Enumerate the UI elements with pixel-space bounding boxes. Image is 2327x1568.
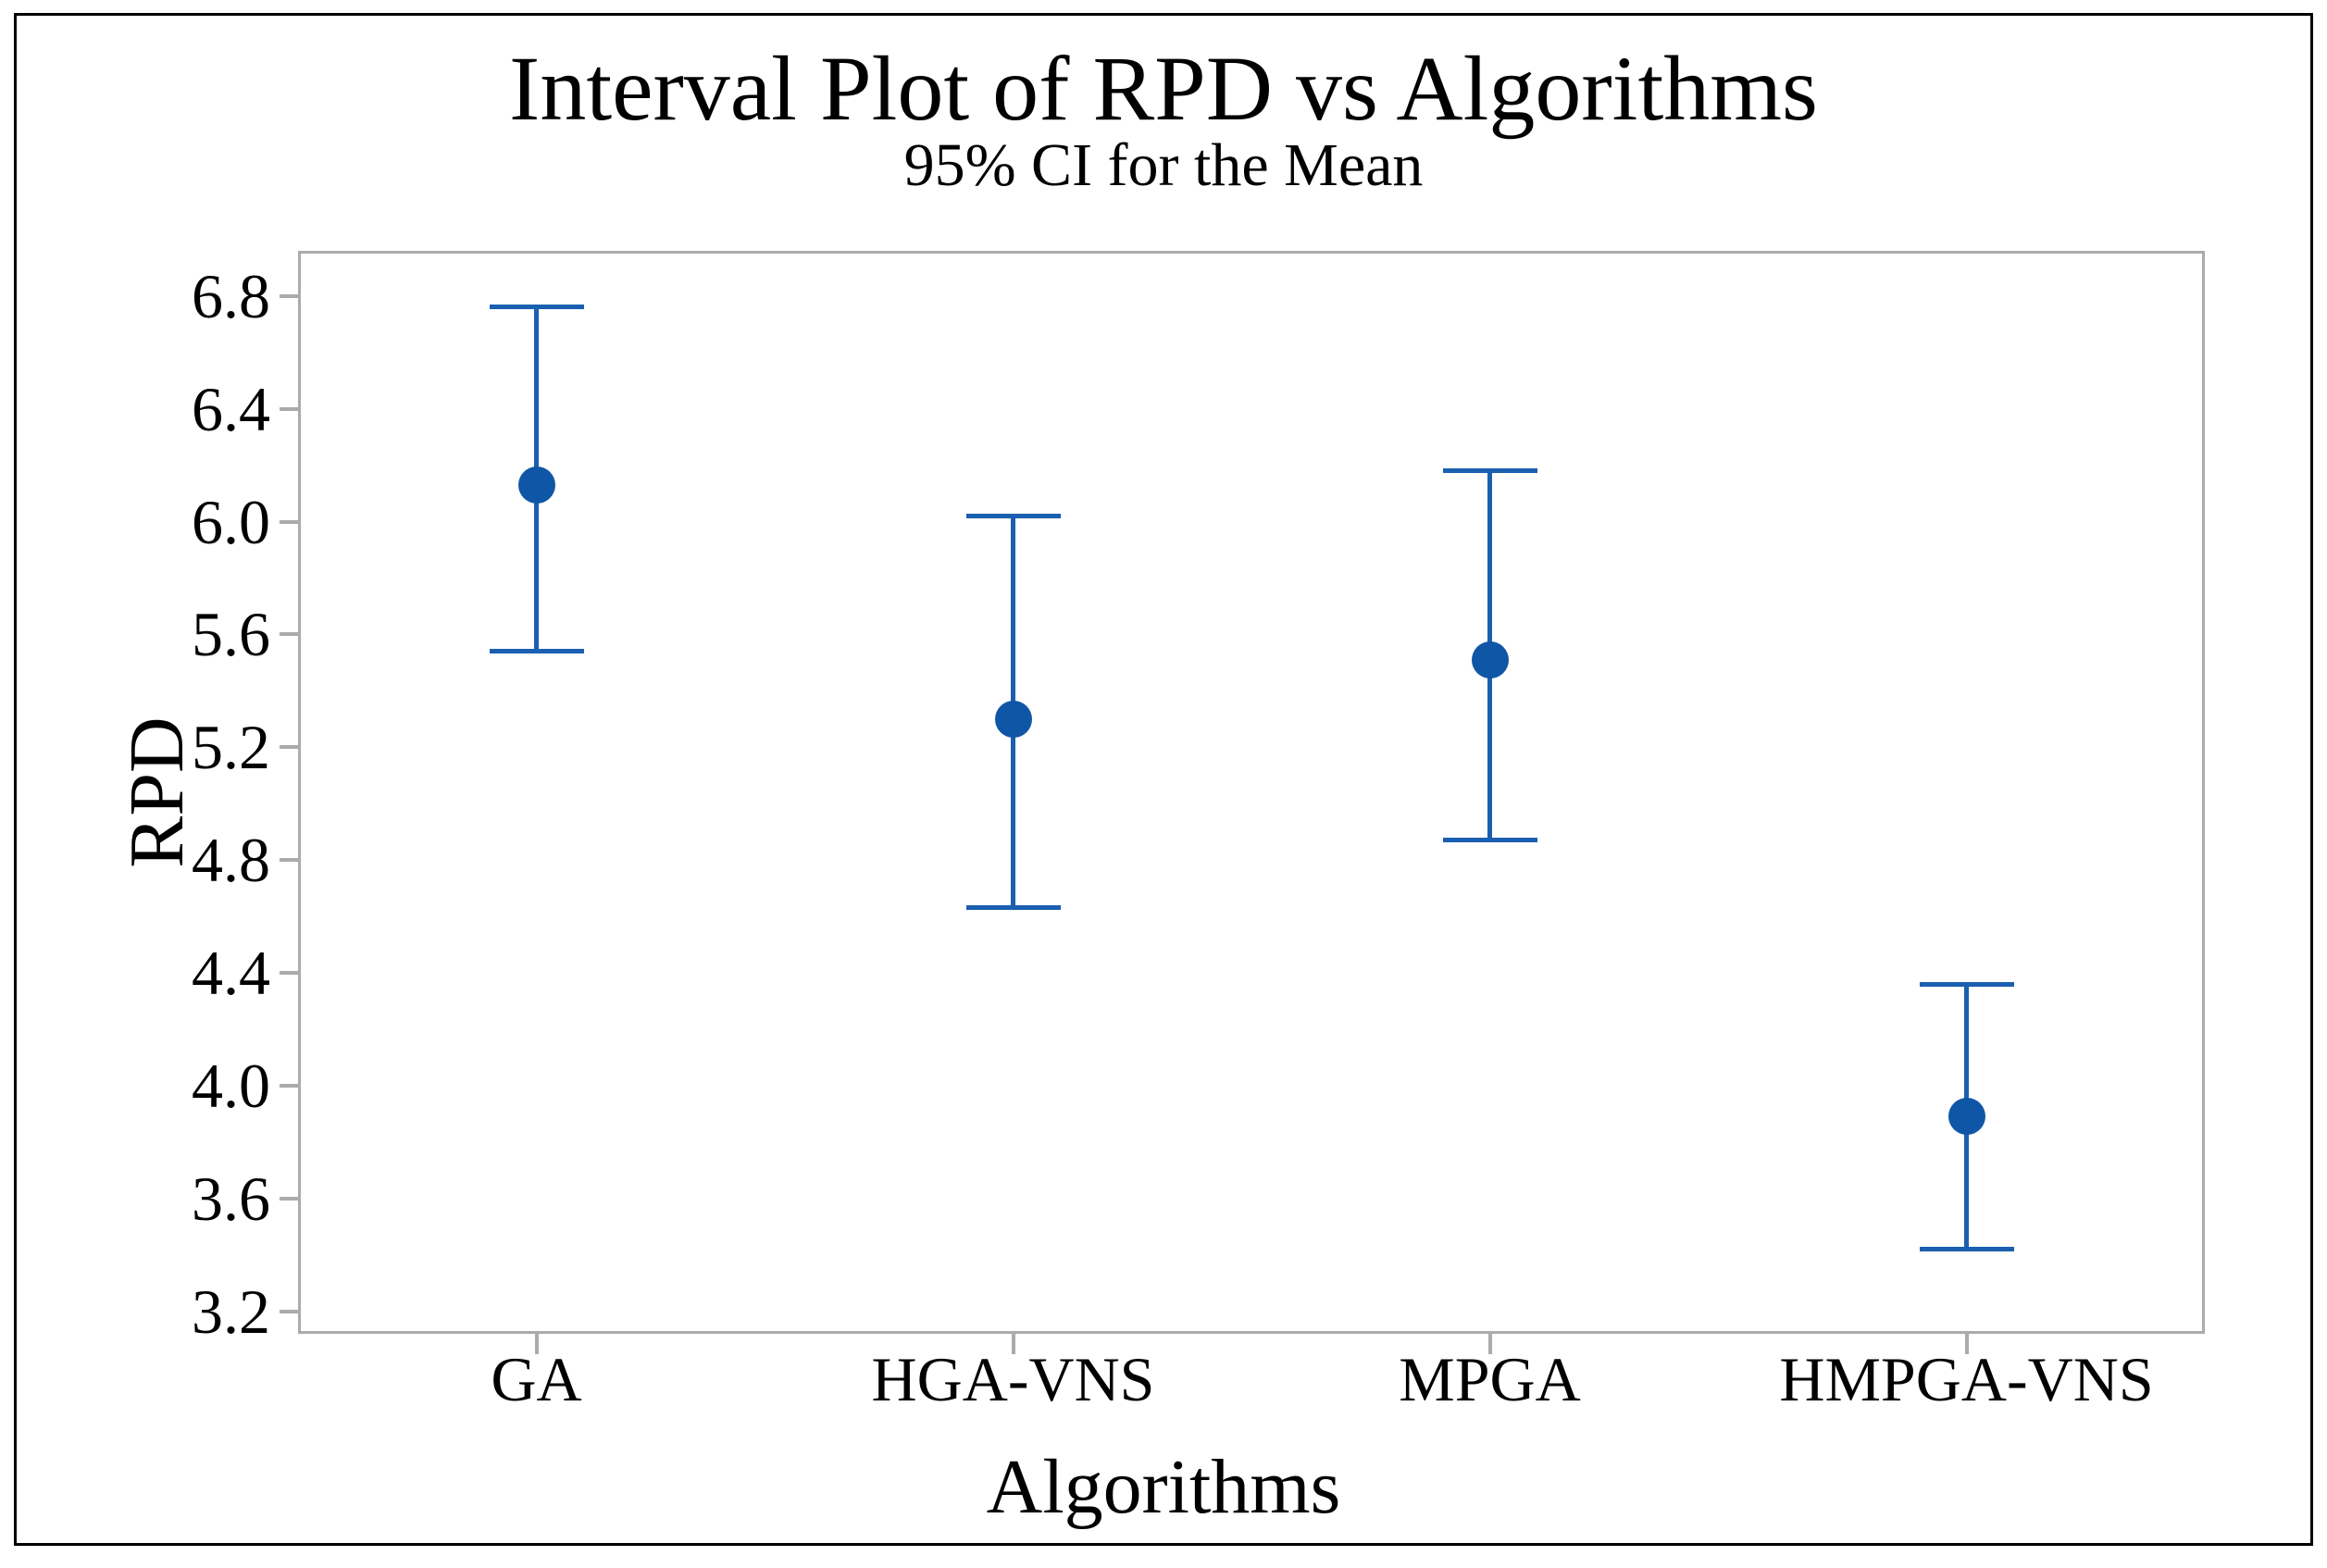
y-tick-label: 4.0 xyxy=(192,1050,270,1121)
y-tick-label: 6.0 xyxy=(192,486,270,557)
x-axis-title: Algorithms xyxy=(986,1444,1341,1530)
chart-title: Interval Plot of RPD vs Algorithms xyxy=(509,37,1818,140)
y-tick-mark xyxy=(280,519,298,524)
y-tick-mark xyxy=(280,1309,298,1313)
x-tick-mark xyxy=(1011,1334,1015,1354)
y-tick-mark xyxy=(280,406,298,411)
ci-lower-cap xyxy=(489,649,584,654)
plot-area xyxy=(298,251,2205,1334)
mean-marker xyxy=(1947,1098,1985,1136)
x-tick-mark xyxy=(1964,1334,1969,1354)
chart-subtitle: 95% CI for the Mean xyxy=(903,131,1424,199)
figure-border xyxy=(14,13,2313,1546)
ci-upper-cap xyxy=(965,513,1061,518)
y-tick-mark xyxy=(280,1083,298,1088)
ci-upper-cap xyxy=(489,305,584,310)
y-tick-label: 6.8 xyxy=(192,260,270,331)
y-tick-label: 5.6 xyxy=(192,599,270,670)
ci-upper-cap xyxy=(1442,468,1537,474)
y-tick-label: 4.8 xyxy=(192,825,270,896)
ci-lower-cap xyxy=(1442,838,1537,843)
x-tick-label: HMPGA-VNS xyxy=(1779,1344,2154,1414)
x-tick-mark xyxy=(1487,1334,1492,1354)
y-tick-mark xyxy=(280,293,298,298)
y-tick-mark xyxy=(280,745,298,750)
y-tick-mark xyxy=(280,1196,298,1201)
y-tick-label: 5.2 xyxy=(192,712,270,783)
mean-marker xyxy=(994,700,1032,738)
y-tick-mark xyxy=(280,858,298,863)
x-tick-label: GA xyxy=(491,1344,582,1414)
y-tick-mark xyxy=(280,632,298,637)
ci-lower-cap xyxy=(965,905,1061,911)
y-tick-label: 4.4 xyxy=(192,938,270,1008)
mean-marker xyxy=(517,466,555,504)
mean-marker xyxy=(1471,641,1509,678)
x-tick-label: MPGA xyxy=(1399,1344,1581,1414)
ci-upper-cap xyxy=(1919,981,2014,987)
x-tick-label: HGA-VNS xyxy=(871,1344,1155,1414)
y-tick-label: 3.6 xyxy=(192,1163,270,1234)
y-tick-label: 3.2 xyxy=(192,1276,270,1347)
ci-lower-cap xyxy=(1919,1247,2014,1252)
y-tick-label: 6.4 xyxy=(192,373,270,444)
x-tick-mark xyxy=(534,1334,539,1354)
y-tick-mark xyxy=(280,971,298,975)
